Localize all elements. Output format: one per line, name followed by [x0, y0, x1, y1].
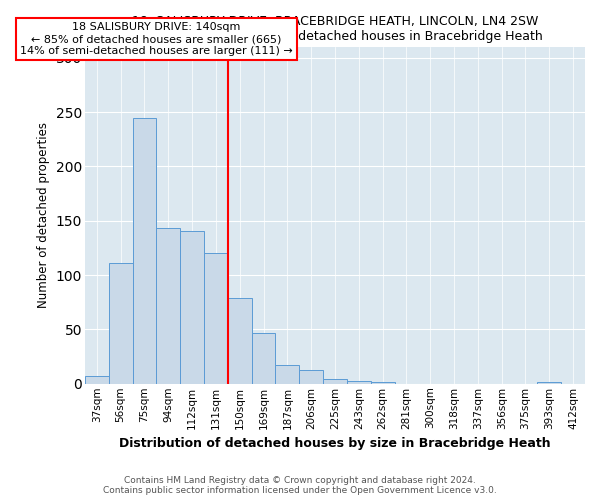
Title: 18, SALISBURY DRIVE, BRACEBRIDGE HEATH, LINCOLN, LN4 2SW
Size of property relati: 18, SALISBURY DRIVE, BRACEBRIDGE HEATH, …	[127, 15, 543, 43]
Bar	[133, 118, 157, 384]
Bar	[180, 230, 204, 384]
Bar	[538, 382, 561, 384]
Bar	[299, 370, 323, 384]
Bar	[275, 366, 299, 384]
Text: 18 SALISBURY DRIVE: 140sqm
← 85% of detached houses are smaller (665)
14% of sem: 18 SALISBURY DRIVE: 140sqm ← 85% of deta…	[20, 22, 293, 56]
Bar	[347, 380, 371, 384]
Bar	[109, 263, 133, 384]
Text: Contains HM Land Registry data © Crown copyright and database right 2024.
Contai: Contains HM Land Registry data © Crown c…	[103, 476, 497, 495]
Bar	[157, 228, 180, 384]
Bar	[371, 382, 395, 384]
Bar	[204, 254, 228, 384]
X-axis label: Distribution of detached houses by size in Bracebridge Heath: Distribution of detached houses by size …	[119, 437, 551, 450]
Y-axis label: Number of detached properties: Number of detached properties	[37, 122, 50, 308]
Bar	[323, 380, 347, 384]
Bar	[251, 332, 275, 384]
Bar	[228, 298, 251, 384]
Bar	[85, 376, 109, 384]
